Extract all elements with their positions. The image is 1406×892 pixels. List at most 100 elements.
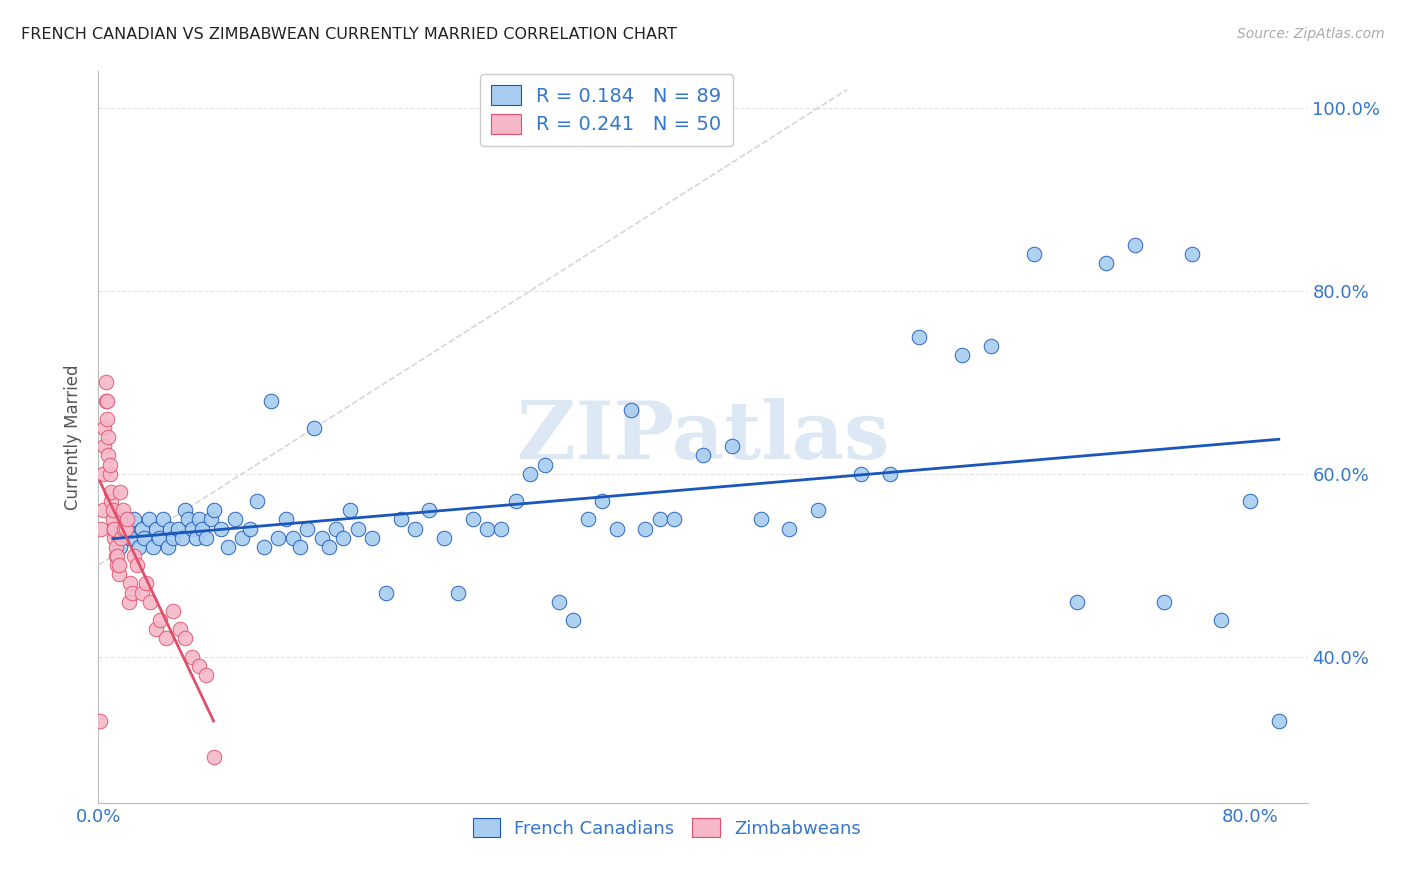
Point bbox=[591, 494, 613, 508]
Point bbox=[274, 512, 297, 526]
Point bbox=[505, 494, 527, 508]
Point bbox=[89, 714, 111, 728]
Point bbox=[110, 531, 132, 545]
Point bbox=[188, 658, 211, 673]
Point bbox=[91, 467, 114, 481]
Point bbox=[166, 521, 188, 535]
Point bbox=[139, 594, 162, 608]
Point bbox=[188, 512, 211, 526]
Point bbox=[325, 521, 347, 535]
Point bbox=[114, 521, 136, 535]
Point bbox=[107, 558, 129, 573]
Point bbox=[311, 531, 333, 545]
Point bbox=[128, 540, 150, 554]
Point bbox=[108, 485, 131, 500]
Point bbox=[162, 531, 184, 545]
Point bbox=[134, 531, 156, 545]
Point bbox=[142, 540, 165, 554]
Point bbox=[1211, 613, 1233, 627]
Point bbox=[148, 531, 170, 545]
Point bbox=[606, 521, 628, 535]
Point bbox=[253, 540, 276, 554]
Point bbox=[103, 531, 125, 545]
Point bbox=[576, 512, 599, 526]
Point bbox=[181, 521, 204, 535]
Point bbox=[186, 531, 208, 545]
Point bbox=[162, 604, 184, 618]
Point bbox=[159, 521, 181, 535]
Point bbox=[173, 632, 195, 646]
Point bbox=[104, 549, 127, 563]
Point bbox=[97, 449, 120, 463]
Point bbox=[101, 512, 124, 526]
Point bbox=[519, 467, 541, 481]
Point bbox=[749, 512, 772, 526]
Point bbox=[304, 421, 326, 435]
Point bbox=[664, 512, 686, 526]
Point bbox=[170, 531, 193, 545]
Point bbox=[111, 503, 134, 517]
Point bbox=[288, 540, 311, 554]
Point bbox=[562, 613, 585, 627]
Point bbox=[124, 512, 146, 526]
Text: Source: ZipAtlas.com: Source: ZipAtlas.com bbox=[1237, 27, 1385, 41]
Point bbox=[620, 402, 643, 417]
Point bbox=[90, 521, 112, 535]
Point bbox=[1066, 594, 1088, 608]
Point bbox=[361, 531, 384, 545]
Point bbox=[138, 512, 160, 526]
Point bbox=[1022, 247, 1045, 261]
Point bbox=[418, 503, 440, 517]
Point bbox=[121, 585, 143, 599]
Point bbox=[94, 376, 117, 390]
Point bbox=[156, 540, 179, 554]
Point bbox=[267, 531, 290, 545]
Point bbox=[491, 521, 513, 535]
Point bbox=[195, 667, 218, 681]
Point bbox=[108, 540, 131, 554]
Point bbox=[169, 622, 191, 636]
Point bbox=[200, 512, 222, 526]
Point bbox=[260, 393, 283, 408]
Point bbox=[98, 458, 121, 472]
Point bbox=[112, 512, 135, 526]
Point bbox=[375, 585, 398, 599]
Point bbox=[447, 585, 470, 599]
Point bbox=[176, 512, 198, 526]
Point bbox=[433, 531, 456, 545]
Point bbox=[191, 521, 214, 535]
Point bbox=[120, 576, 142, 591]
Point bbox=[91, 503, 114, 517]
Point bbox=[104, 540, 127, 554]
Point bbox=[152, 512, 174, 526]
Point bbox=[1181, 247, 1204, 261]
Point bbox=[195, 531, 218, 545]
Point bbox=[105, 558, 128, 573]
Point bbox=[778, 521, 800, 535]
Point bbox=[173, 503, 195, 517]
Point bbox=[1153, 594, 1175, 608]
Point bbox=[1123, 238, 1146, 252]
Point bbox=[107, 567, 129, 582]
Point bbox=[103, 521, 125, 535]
Point bbox=[533, 458, 555, 472]
Point bbox=[634, 521, 657, 535]
Point bbox=[97, 430, 120, 444]
Point bbox=[648, 512, 671, 526]
Point bbox=[950, 348, 973, 362]
Legend: French Canadians, Zimbabweans: French Canadians, Zimbabweans bbox=[465, 811, 868, 845]
Point bbox=[115, 512, 138, 526]
Point bbox=[145, 622, 167, 636]
Point bbox=[224, 512, 246, 526]
Point bbox=[1239, 494, 1261, 508]
Point bbox=[112, 521, 135, 535]
Point bbox=[96, 393, 118, 408]
Point bbox=[281, 531, 304, 545]
Point bbox=[332, 531, 354, 545]
Point bbox=[239, 521, 262, 535]
Point bbox=[318, 540, 340, 554]
Point bbox=[100, 494, 122, 508]
Point bbox=[1268, 714, 1291, 728]
Point bbox=[93, 439, 115, 453]
Point bbox=[105, 549, 128, 563]
